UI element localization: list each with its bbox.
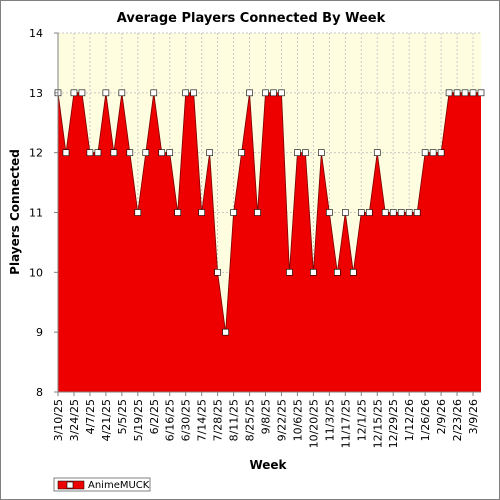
x-tick-label: 3/9/26: [467, 399, 480, 434]
y-tick-label: 8: [36, 386, 43, 399]
data-point: [70, 89, 78, 97]
data-point: [102, 89, 110, 97]
x-tick-label: 7/28/25: [212, 399, 225, 441]
y-tick-label: 9: [36, 326, 43, 339]
x-tick-label: 5/5/25: [116, 399, 129, 434]
x-tick-label: 1/12/26: [403, 399, 416, 441]
x-tick-label: 5/19/25: [132, 399, 145, 441]
data-point: [469, 89, 477, 97]
data-point: [270, 89, 277, 97]
x-tick-label: 4/7/25: [84, 399, 97, 434]
data-point: [126, 149, 134, 156]
x-tick-label: 8/25/25: [244, 399, 257, 441]
series-area: [58, 92, 481, 392]
x-tick-label: 11/3/25: [323, 399, 336, 441]
chart-title: Average Players Connected By Week: [117, 11, 386, 26]
data-point: [405, 209, 413, 216]
legend-marker: [66, 481, 74, 489]
x-tick-label: 12/1/25: [355, 399, 368, 441]
data-point: [381, 209, 389, 216]
y-ticks: 8 9 10 11 12 13 14: [29, 27, 58, 399]
data-point: [294, 149, 301, 156]
x-tick-label: 3/24/25: [68, 399, 81, 441]
data-point: [78, 89, 86, 97]
data-point: [158, 149, 166, 156]
data-point: [118, 89, 126, 97]
x-tick-label: 9/22/25: [275, 399, 288, 441]
data-point: [397, 209, 405, 216]
data-point: [373, 149, 381, 156]
data-point: [206, 149, 213, 156]
y-axis-label: Players Connected: [8, 149, 22, 275]
data-point: [413, 209, 421, 216]
data-point: [230, 209, 237, 216]
x-tick-label: 8/11/25: [228, 399, 241, 441]
data-point: [214, 269, 221, 276]
data-point: [198, 209, 205, 216]
data-point: [134, 209, 142, 216]
x-axis-label: Week: [249, 458, 287, 472]
legend-label: AnimeMUCK: [88, 480, 150, 491]
data-point: [334, 269, 341, 276]
data-point: [421, 149, 429, 156]
data-point: [94, 149, 102, 156]
data-point: [190, 89, 197, 97]
x-tick-label: 10/20/25: [307, 399, 320, 448]
data-point: [246, 89, 253, 97]
x-tick-label: 2/23/26: [451, 399, 464, 441]
data-point: [302, 149, 309, 156]
y-tick-label: 14: [29, 27, 43, 40]
data-point: [326, 209, 333, 216]
data-point: [365, 209, 373, 216]
x-tick-label: 12/15/25: [371, 399, 384, 448]
data-point: [461, 89, 469, 97]
y-tick-label: 11: [29, 207, 43, 220]
data-point: [342, 209, 349, 216]
data-point: [86, 149, 94, 156]
data-point: [389, 209, 397, 216]
data-point: [142, 149, 150, 156]
data-point: [222, 328, 229, 336]
data-point: [278, 89, 285, 97]
data-point: [110, 149, 118, 156]
data-point: [429, 149, 437, 156]
y-tick-label: 10: [29, 266, 43, 279]
data-point: [238, 149, 245, 156]
y-tick-label: 13: [29, 87, 43, 100]
data-point: [445, 89, 453, 97]
data-point: [174, 209, 182, 216]
x-tick-label: 1/26/26: [419, 399, 432, 441]
data-point: [310, 269, 317, 276]
x-tick-label: 6/16/25: [164, 399, 177, 441]
data-point: [318, 149, 325, 156]
data-point: [182, 89, 189, 97]
data-point: [150, 89, 158, 97]
x-ticks: 3/10/25 3/24/25 4/7/25 4/21/25 5/5/25 5/19/25…: [52, 392, 480, 448]
data-point: [262, 89, 269, 97]
x-tick-label: 11/17/25: [339, 399, 352, 448]
x-tick-label: 6/30/25: [180, 399, 193, 441]
x-tick-label: 9/8/25: [260, 399, 273, 434]
data-point: [477, 89, 485, 97]
data-point: [254, 209, 261, 216]
x-tick-label: 6/2/25: [148, 399, 161, 434]
x-tick-label: 2/9/26: [435, 399, 448, 434]
x-tick-label: 12/29/25: [387, 399, 400, 448]
x-tick-label: 10/6/25: [291, 399, 304, 441]
data-point: [166, 149, 174, 156]
y-tick-label: 12: [29, 147, 43, 160]
data-point: [62, 149, 70, 156]
data-point: [437, 149, 445, 156]
legend: AnimeMUCK: [53, 477, 151, 492]
x-tick-label: 3/10/25: [52, 399, 65, 441]
data-point: [453, 89, 461, 97]
data-point: [350, 269, 357, 276]
x-tick-label: 4/21/25: [100, 399, 113, 441]
data-point: [286, 269, 293, 276]
data-point: [357, 209, 365, 216]
x-tick-label: 7/14/25: [196, 399, 209, 441]
